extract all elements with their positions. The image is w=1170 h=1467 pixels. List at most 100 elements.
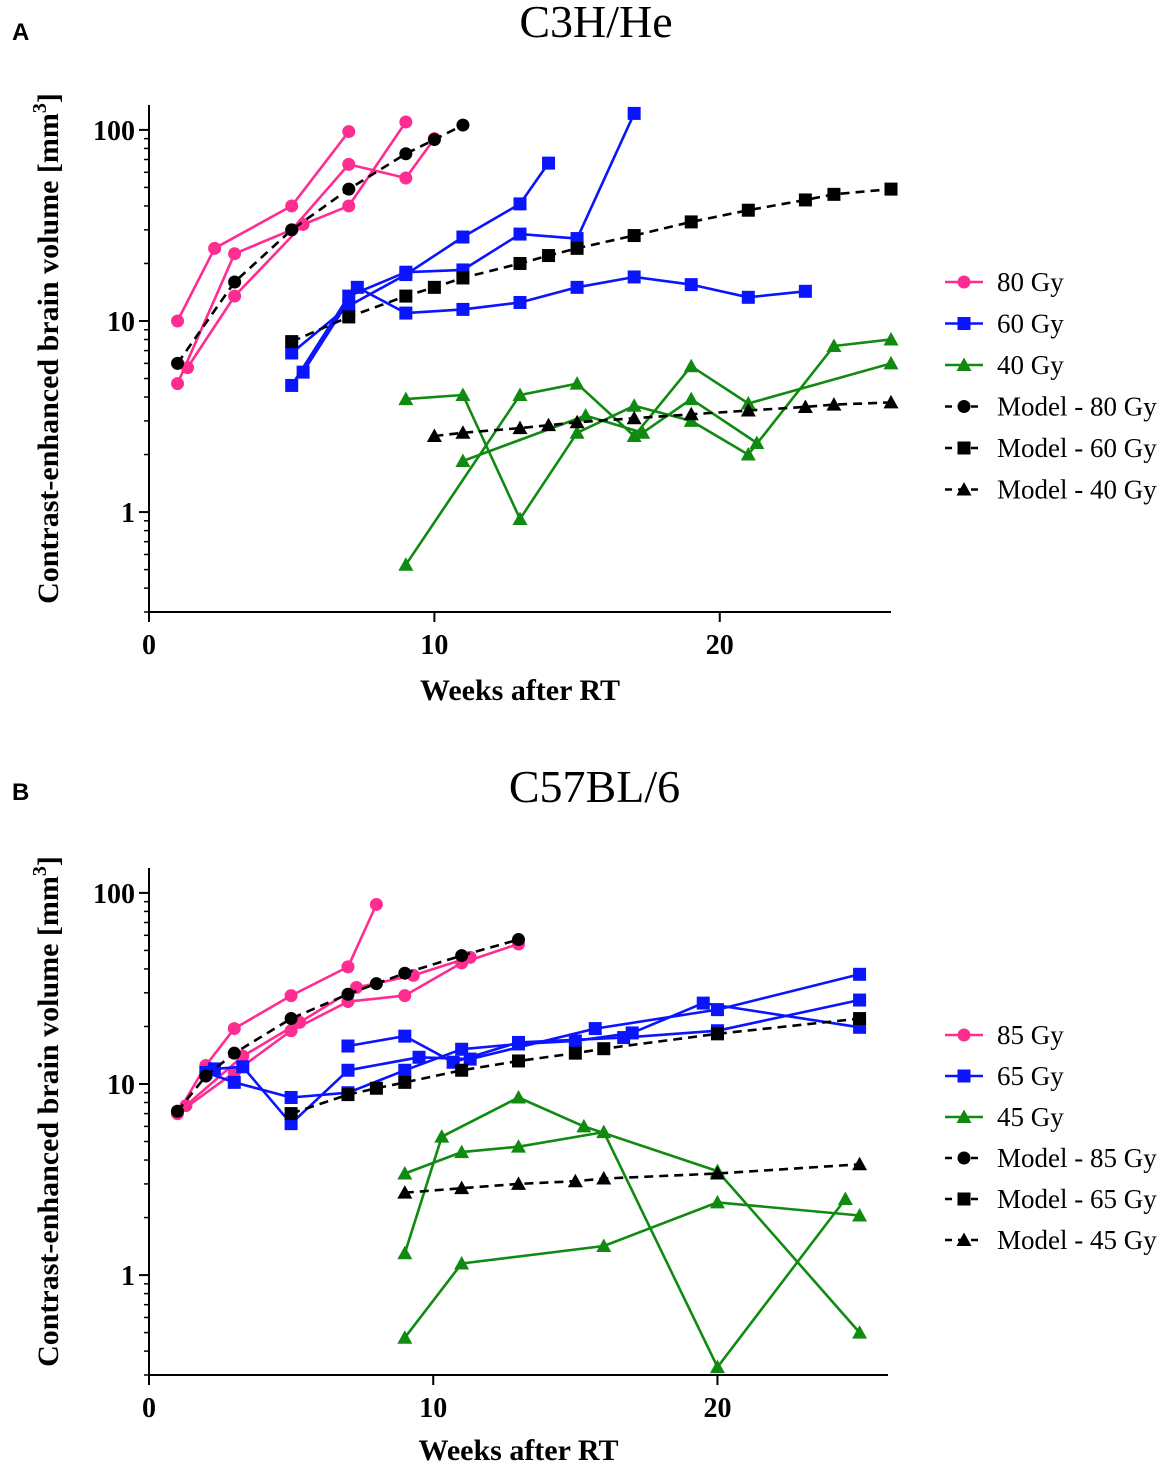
data-point [853,1012,867,1026]
y-axis-label: Contrast-enhanced brain volume [mm3] [29,93,65,604]
series-1 [171,132,441,391]
legend-item: 65 Gy [945,1061,1064,1091]
data-point [455,1063,469,1077]
data-point [511,1176,526,1190]
data-point [454,1180,470,1195]
data-point [588,1022,602,1036]
data-point [513,227,527,241]
data-point [171,356,185,370]
y-axis-label-text: Contrast-enhanced brain volume [mm [32,113,65,604]
x-tick-label: 0 [142,1393,156,1424]
legend-label: 65 Gy [997,1061,1064,1091]
data-point [342,199,356,213]
data-point [684,278,698,292]
data-point [285,335,299,349]
data-point [513,256,527,270]
data-point [568,1046,582,1060]
data-point [398,557,414,571]
data-point [454,1255,470,1270]
data-point [171,314,185,328]
data-point [512,1054,525,1068]
data-point [296,217,310,231]
data-point [597,1042,611,1056]
series-5 [296,270,812,379]
legend-marker [956,357,972,371]
legend-item: 45 Gy [945,1102,1064,1132]
legend-label: 80 Gy [997,267,1064,297]
x-tick-label: 10 [420,630,448,661]
data-point [512,511,528,526]
legend-label: Model - 65 Gy [997,1184,1157,1214]
legend-label: Model - 40 Gy [997,475,1157,505]
series-line [176,137,436,385]
series-line [205,1001,860,1099]
panel-b-letter: B [12,779,29,806]
data-point [627,229,641,243]
data-point [853,967,867,981]
data-point [427,133,441,147]
data-point [227,1046,241,1060]
data-point [227,1075,241,1089]
y-tick-label: 100 [93,116,135,147]
data-point [455,949,469,963]
legend-marker [957,275,971,289]
data-point [570,232,584,246]
x-tick-label: 10 [419,1393,447,1424]
series-8 [397,1194,868,1344]
x-tick-label: 0 [142,630,156,661]
data-point [883,332,899,346]
data-point [398,1029,412,1043]
data-point [741,290,755,304]
series-0 [171,125,356,328]
legend-item: Model - 60 Gy [945,433,1157,463]
data-point [228,247,242,261]
data-point [341,1063,355,1077]
series-9 [170,933,525,1118]
series-11 [397,1156,868,1199]
x-tick-label: 20 [706,630,734,661]
data-point [576,1118,592,1133]
data-point [883,355,899,370]
data-point [285,346,299,360]
legend-label: Model - 60 Gy [997,433,1157,463]
data-point [709,1359,725,1374]
data-point [696,996,710,1010]
series-line [291,187,892,343]
data-point [397,1166,413,1180]
legend-marker [957,1151,971,1165]
data-point [181,361,195,375]
data-point [542,156,556,170]
data-point [399,306,413,320]
data-point [397,1245,413,1260]
data-point [369,897,383,911]
y-tick-label: 10 [107,1070,135,1101]
data-point [427,280,441,294]
series-6 [398,332,899,526]
legend-item: Model - 45 Gy [945,1225,1157,1255]
data-point [749,435,765,449]
data-point [228,289,242,303]
data-point [369,1081,383,1095]
data-point [740,403,756,417]
data-point [456,230,470,244]
legend-item: Model - 65 Gy [945,1184,1157,1214]
data-point [285,378,299,392]
data-point [284,1107,298,1121]
data-point [284,1090,298,1104]
plot-area [171,106,899,571]
data-point [455,1042,469,1056]
y-tick-label: 10 [107,307,135,338]
series-line [214,973,860,1125]
y-axis-label-superscript: 3 [29,866,51,876]
data-point [883,394,899,409]
data-point [542,249,556,263]
data-point [626,410,642,425]
data-point [541,417,557,432]
data-point [399,147,413,161]
data-point [798,193,812,207]
data-point [837,1191,853,1206]
data-point [399,115,413,129]
data-point [740,447,756,461]
data-point [826,397,842,411]
data-point [512,1035,525,1049]
